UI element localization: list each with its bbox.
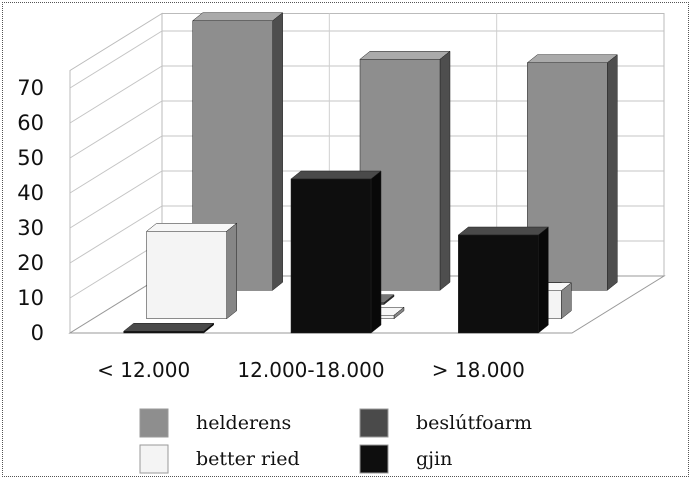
bar-top xyxy=(122,323,215,332)
gridline-side xyxy=(69,170,163,229)
bar-betterried-0 xyxy=(145,222,238,320)
legend-label: beslútfoarm xyxy=(416,412,532,434)
bar-front xyxy=(123,331,204,334)
bar-front xyxy=(290,178,372,334)
legend: helderens beslútfoarm better ried gjin xyxy=(139,408,532,474)
bar-gjin-2 xyxy=(457,226,550,334)
legend-swatch xyxy=(139,444,169,474)
gridline-side xyxy=(69,30,163,89)
y-tick-label: 60 xyxy=(17,111,44,135)
y-tick-label: 0 xyxy=(31,321,44,345)
legend-swatch xyxy=(359,408,389,438)
bar-helderens-2 xyxy=(526,54,619,291)
y-tick-label: 20 xyxy=(17,251,44,275)
x-category-label: < 12.000 xyxy=(97,358,190,382)
x-axis-labels: < 12.000 12.000-18.000 > 18.000 xyxy=(97,358,525,382)
bar-front xyxy=(458,234,539,334)
bar-top xyxy=(145,223,238,232)
bar-side xyxy=(538,226,549,334)
bar-gjin-1 xyxy=(290,170,382,334)
bar-side xyxy=(607,54,618,291)
bar-side xyxy=(370,170,382,334)
gridline-side xyxy=(69,205,163,264)
legend-label: gjin xyxy=(416,448,452,470)
y-tick-label: 50 xyxy=(17,146,44,170)
bar-side xyxy=(439,50,451,291)
bar-top xyxy=(191,12,284,21)
y-tick-label: 30 xyxy=(17,216,44,240)
chart-bars xyxy=(122,12,619,334)
bar-top xyxy=(290,170,382,180)
y-axis-ticks: 0 10 20 30 40 50 60 70 xyxy=(17,76,44,345)
legend-swatch xyxy=(139,408,169,438)
x-category-label: > 18.000 xyxy=(432,358,525,382)
gridline-side xyxy=(69,135,163,194)
bar-front xyxy=(146,231,227,319)
legend-label: helderens xyxy=(196,412,291,434)
gridline-side xyxy=(69,100,163,159)
bar-top xyxy=(526,54,619,63)
bar-top xyxy=(359,51,451,60)
x-category-label: 12.000-18.000 xyxy=(237,358,384,382)
gridline-side xyxy=(69,65,163,124)
y-tick-label: 10 xyxy=(17,286,44,310)
legend-label: better ried xyxy=(196,448,300,470)
bar-side xyxy=(226,222,237,320)
legend-swatch xyxy=(359,444,389,474)
bar-top xyxy=(457,226,550,236)
y-tick-label: 70 xyxy=(17,76,44,100)
y-tick-label: 40 xyxy=(17,181,44,205)
bar-side xyxy=(272,12,283,291)
bar-gjin-0 xyxy=(122,322,215,334)
